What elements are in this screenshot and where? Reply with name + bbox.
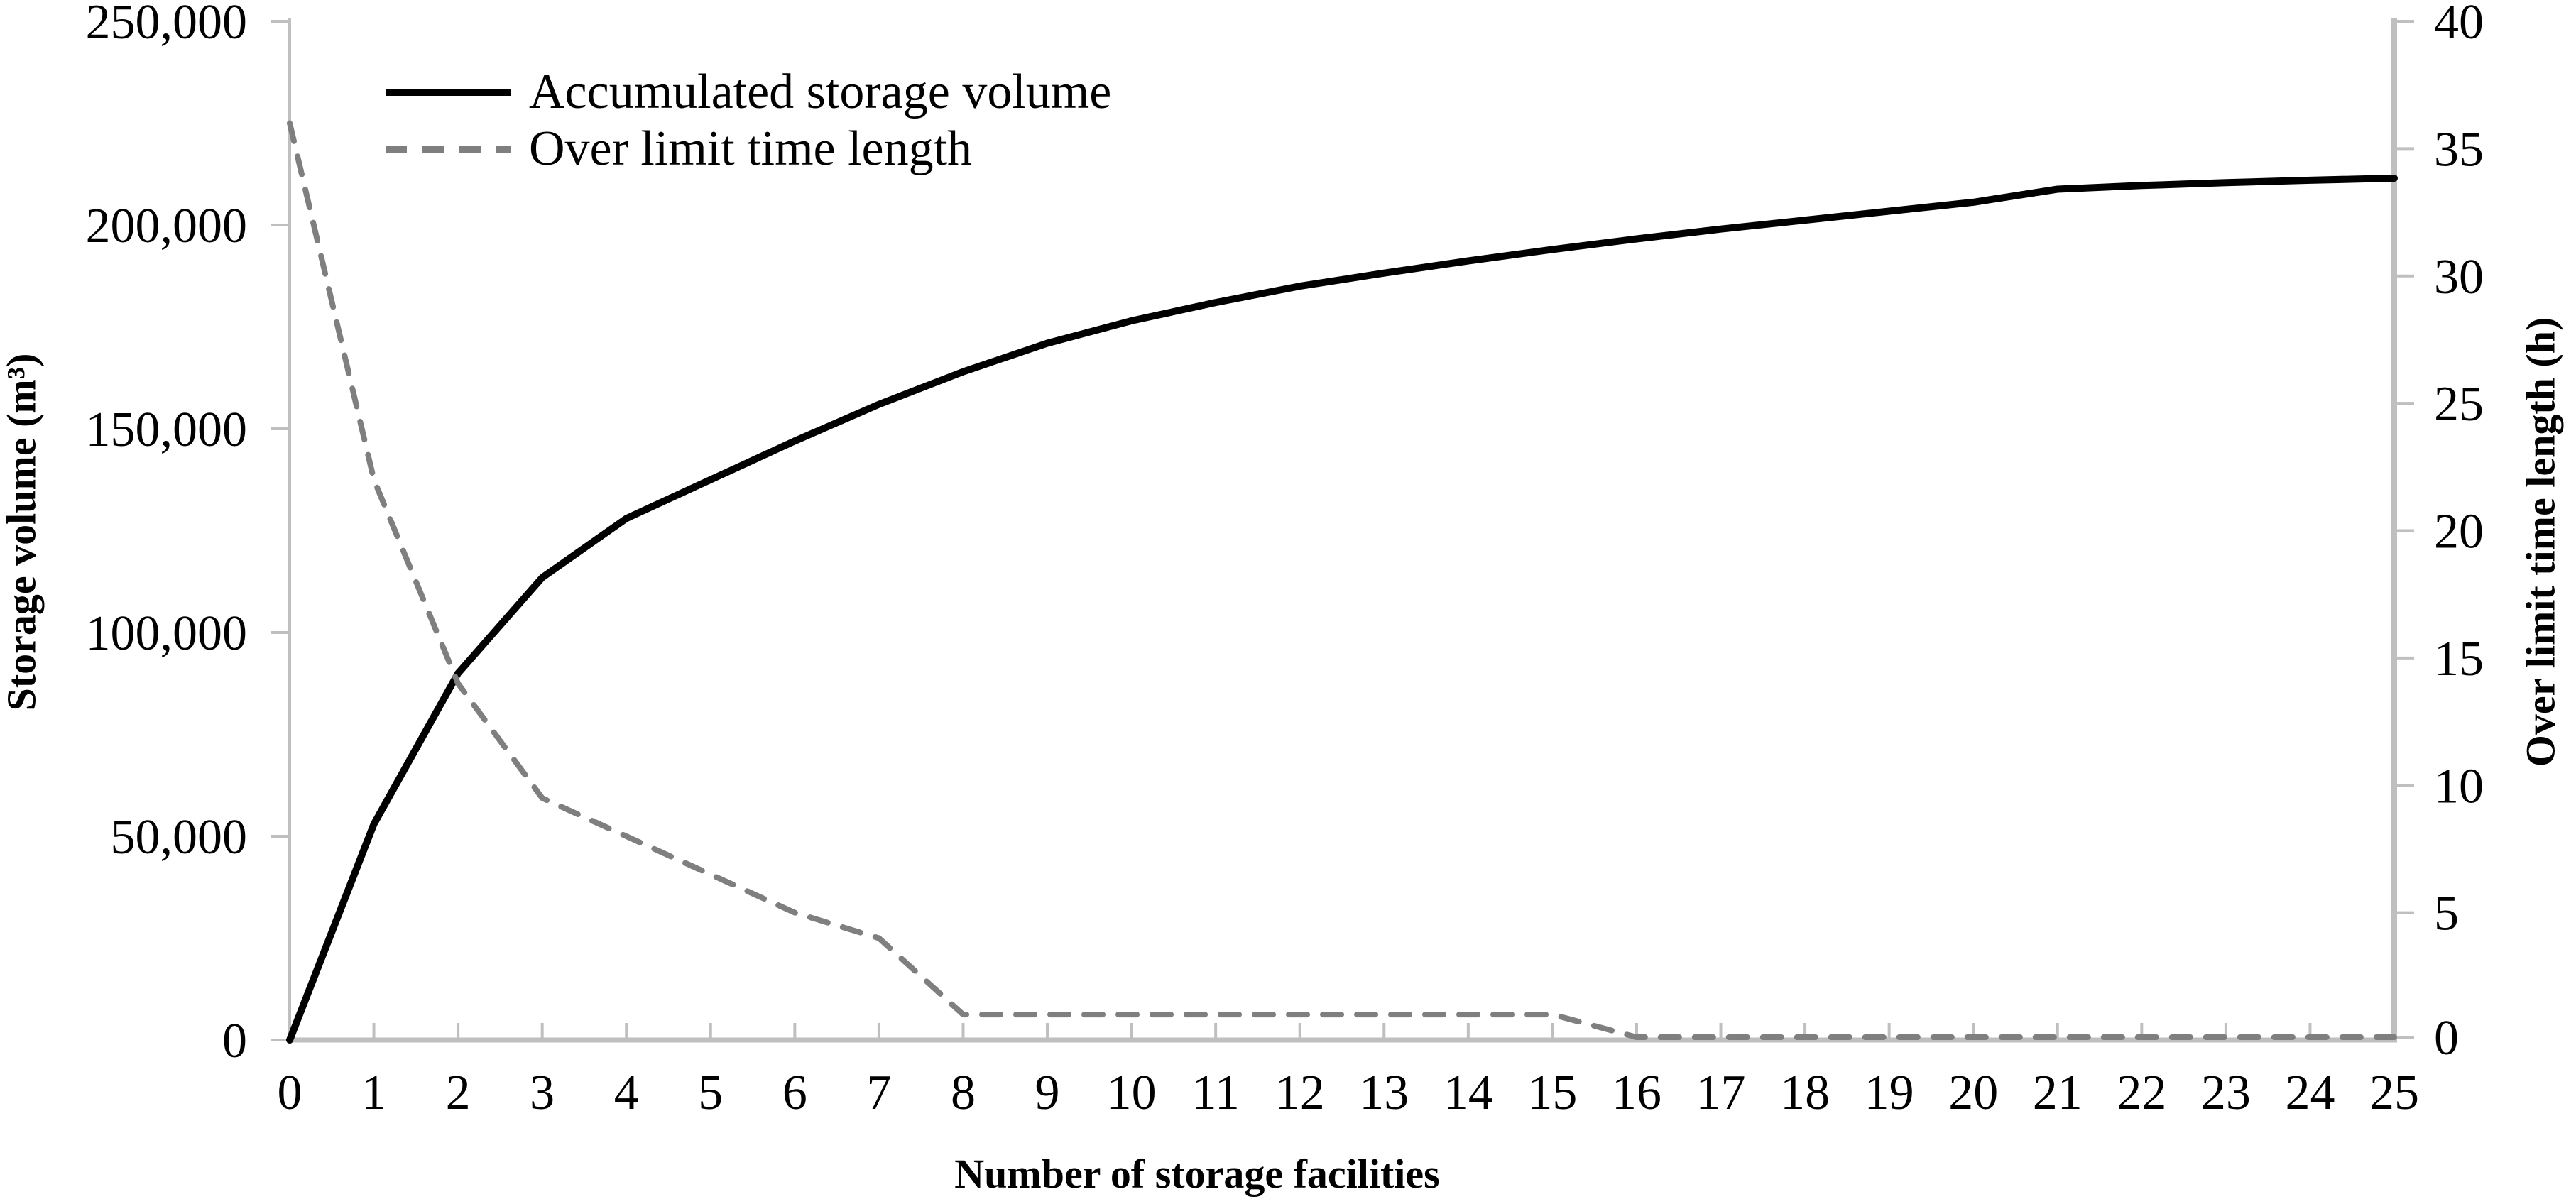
y-left-tick-label: 0 [222, 1014, 247, 1068]
legend-item-accumulated-storage-volume: Accumulated storage volume [386, 64, 1111, 121]
x-tick-label: 12 [1275, 1066, 1325, 1120]
y-right-tick-label: 40 [2434, 0, 2484, 50]
x-tick-label: 23 [2201, 1066, 2251, 1120]
y-left-tick-label: 100,000 [86, 606, 248, 661]
x-tick-label: 18 [1780, 1066, 1830, 1120]
y-axis-left-title: Storage volume (m³) [0, 353, 45, 711]
x-tick-label: 10 [1107, 1066, 1157, 1120]
y-right-tick-label: 35 [2434, 122, 2484, 177]
legend-solid-line-sample [386, 89, 511, 96]
x-tick-label: 6 [782, 1066, 807, 1120]
legend-dashed-line-sample [386, 146, 511, 153]
legend-label-accumulated-storage-volume: Accumulated storage volume [529, 65, 1112, 119]
x-tick-label: 14 [1443, 1066, 1493, 1120]
x-tick-label: 25 [2369, 1066, 2419, 1120]
x-tick-label: 19 [1865, 1066, 1914, 1120]
x-tick-label: 21 [2033, 1066, 2083, 1120]
x-tick-label: 0 [278, 1066, 302, 1120]
x-tick-label: 8 [951, 1066, 976, 1120]
x-tick-label: 24 [2285, 1066, 2335, 1120]
x-tick-label: 16 [1612, 1066, 1661, 1120]
series-line-over-limit-time-length [287, 120, 2397, 1040]
x-tick-label: 2 [446, 1066, 471, 1120]
legend-label-over-limit-time-length: Over limit time length [529, 121, 973, 176]
legend: Accumulated storage volume Over limit ti… [386, 64, 1111, 177]
y-left-tick-label: 50,000 [111, 810, 248, 865]
legend-item-over-limit-time-length: Over limit time length [386, 121, 1111, 177]
x-axis-title: Number of storage facilities [954, 1151, 1440, 1197]
series-line-accumulated-storage-volume [286, 175, 2398, 1044]
y-right-tick-label: 10 [2434, 759, 2484, 814]
y-right-tick-label: 15 [2434, 632, 2484, 686]
y-right-tick-label: 0 [2434, 1011, 2459, 1066]
x-tick-label: 5 [698, 1066, 723, 1120]
x-tick-label: 13 [1359, 1066, 1409, 1120]
y-axis-right-title: Over limit time length (h) [2517, 317, 2564, 767]
x-tick-label: 3 [530, 1066, 555, 1120]
x-tick-label: 17 [1696, 1066, 1746, 1120]
x-tick-label: 15 [1527, 1066, 1577, 1120]
y-right-tick-label: 25 [2434, 377, 2484, 432]
x-tick-label: 20 [1948, 1066, 1998, 1120]
y-left-tick-label: 150,000 [86, 403, 248, 457]
y-right-tick-label: 5 [2434, 887, 2459, 941]
x-tick-label: 11 [1191, 1066, 1239, 1120]
y-left-tick-label: 250,000 [86, 0, 248, 50]
x-tick-label: 1 [361, 1066, 386, 1120]
x-tick-label: 7 [866, 1066, 891, 1120]
y-right-tick-label: 30 [2434, 250, 2484, 305]
x-tick-label: 9 [1035, 1066, 1060, 1120]
y-left-tick-label: 200,000 [86, 199, 248, 253]
x-tick-label: 22 [2117, 1066, 2166, 1120]
x-tick-label: 4 [614, 1066, 639, 1120]
y-right-tick-label: 20 [2434, 505, 2484, 559]
